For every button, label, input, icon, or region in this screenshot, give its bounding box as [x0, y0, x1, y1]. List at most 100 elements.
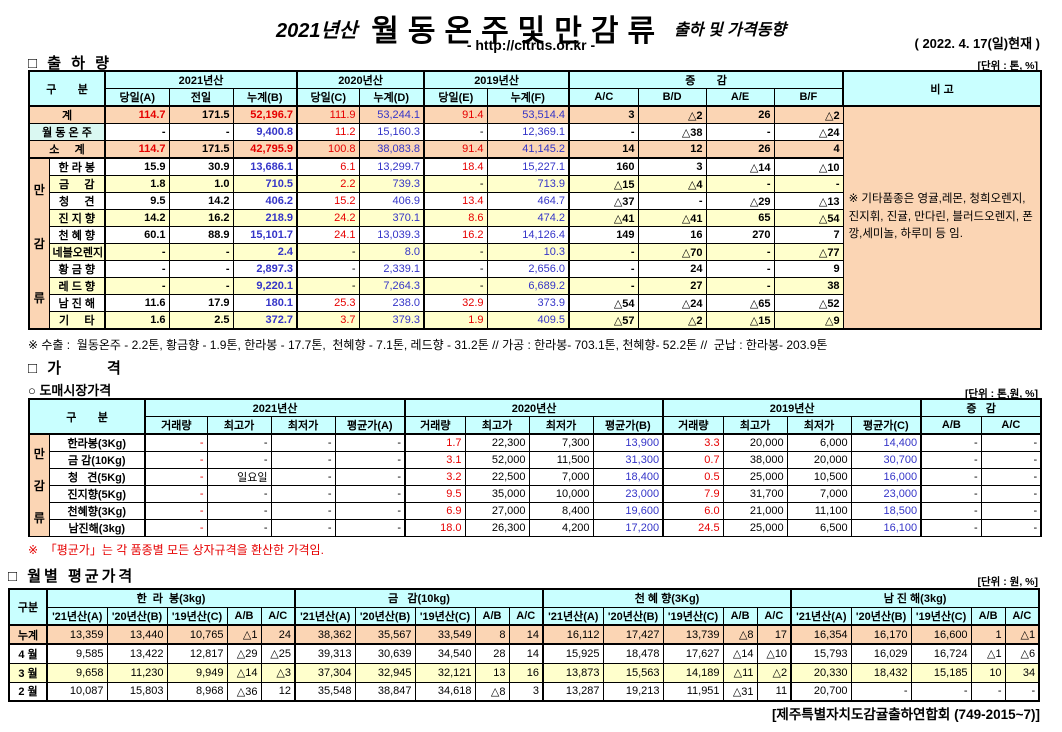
value-cell: △31 [722, 681, 758, 702]
value-cell: 474.2 [486, 209, 570, 227]
value-cell: - [705, 243, 775, 261]
value-cell: 24.1 [296, 226, 360, 244]
value-cell: - [334, 468, 406, 486]
value-cell: △9 [773, 311, 844, 330]
value-cell: - [206, 519, 272, 537]
col-header-2020: 2020년산 [404, 398, 664, 417]
value-cell: △54 [568, 294, 639, 312]
value-cell: - [980, 485, 1042, 503]
value-cell: 9,658 [46, 662, 108, 683]
value-cell: 9.5 [104, 192, 170, 210]
remark-note: ※ 기타품종은 영귤,레몬, 청희오렌지, 진지휘, 진귤, 만다린, 블러드오… [842, 105, 1042, 330]
value-cell: 91.4 [423, 105, 488, 124]
value-cell: 218.9 [232, 209, 298, 227]
value-cell: 15,793 [790, 643, 852, 664]
value-cell: 13,422 [106, 643, 168, 664]
row-label: 진지향(5Kg) [48, 485, 146, 503]
price-row: 만 감 류 한라봉(3Kg) - - - -1.7 22,300 7,300 13,900 3.3 20… [28, 433, 1042, 537]
value-cell: 18.0 [404, 519, 466, 537]
value-cell: 370.1 [358, 209, 425, 227]
value-cell: 18,478 [602, 643, 664, 664]
value-cell: 26 [705, 105, 775, 124]
row-label: 남진해(3kg) [48, 519, 146, 537]
value-cell: - [206, 502, 272, 520]
shipment-table-header: 구 분 2021년산 2020년산 2019년산 증 감 비 고 당일(A) 전… [28, 70, 1042, 107]
value-cell: - [423, 243, 488, 261]
value-cell: △2 [756, 662, 792, 683]
value-cell: △25 [260, 643, 296, 664]
value-cell: 16 [637, 226, 707, 244]
shipment-row: 네블오렌지 - -2.4-8.0-10.3- △70- △77 [29, 243, 1041, 261]
value-cell: △2 [773, 105, 844, 124]
col-header-ac: A/C [980, 416, 1042, 435]
value-cell: 16,600 [910, 624, 972, 645]
price-row: 진지향(5Kg) - - - -9.5 35,000 10,000 23,000 7.9 31,7… [29, 485, 1042, 503]
row-label: 4 월 [8, 643, 48, 664]
row-label: 한 라 봉 [48, 157, 106, 176]
row-label: 월 동 온 주 [28, 123, 106, 141]
value-cell: 38,083.8 [358, 140, 425, 159]
value-cell: 13,739 [662, 624, 724, 645]
value-cell: - [334, 485, 406, 503]
value-cell: △41 [637, 209, 707, 227]
value-cell: 15,803 [106, 681, 168, 702]
col-header-low: 최저가 [270, 416, 336, 435]
value-cell: - [144, 468, 208, 486]
value-cell: 3 [508, 681, 544, 702]
value-cell: - [296, 260, 360, 278]
value-cell: 12,369.1 [486, 123, 570, 141]
row-label: 청 견(5Kg) [48, 468, 146, 486]
col-header-volume: 거래량 [404, 416, 466, 435]
value-cell: 7 [773, 226, 844, 244]
value-cell: - [970, 681, 1006, 702]
value-cell: △10 [773, 157, 844, 176]
value-cell: 41,145.2 [486, 140, 570, 159]
monthly-row: 3 월 9,658 11,230 9,949 △14 △3 37,304 32,945 32,1… [8, 662, 1040, 683]
col-header-bd: B/D [637, 88, 707, 107]
value-cell: 38 [773, 277, 844, 295]
value-cell: 11,230 [106, 662, 168, 683]
value-cell: 22,500 [464, 468, 530, 486]
shipment-table: 구 분 2021년산 2020년산 2019년산 증 감 비 고 당일(A) 전… [28, 70, 1043, 330]
group-strip-char: 만 [33, 447, 45, 461]
value-cell: 15.2 [296, 192, 360, 210]
value-cell: 16,112 [542, 624, 604, 645]
value-cell: 7,264.3 [358, 277, 425, 295]
value-cell: 53,244.1 [358, 105, 425, 124]
value-cell: - [168, 277, 234, 295]
value-cell: - [423, 175, 488, 193]
value-cell: 11 [756, 681, 792, 702]
value-cell: - [168, 123, 234, 141]
monthly-row: 4 월 9,585 13,422 12,817 △29 △25 39,313 30,639 34… [8, 643, 1040, 664]
price-row: 남진해(3kg) - - - -18.0 26,300 4,200 17,200 24.5 25,… [29, 519, 1042, 537]
value-cell: 13,287 [542, 681, 604, 702]
col-header-ac: A/C [508, 606, 544, 626]
row-label: 천 혜 향 [48, 226, 106, 244]
value-cell: 1.0 [168, 175, 234, 193]
value-cell: 16,100 [850, 519, 922, 537]
value-cell: △14 [705, 157, 775, 176]
price-row: 천혜향(3Kg) - - - -6.9 27,000 8,400 19,600 6.0 21,00… [29, 502, 1042, 520]
value-cell: 20,000 [786, 451, 852, 469]
value-cell: 26,300 [464, 519, 530, 537]
section-title-shipment: □ 출 하 량 [28, 55, 112, 72]
value-cell: △1 [970, 643, 1006, 664]
group-header-cheonhyehyang: 천 혜 향(3Kg) [542, 588, 792, 608]
value-cell: △1 [1004, 624, 1040, 645]
value-cell: - [206, 451, 272, 469]
col-header-daily-a: 당일(A) [104, 88, 170, 107]
value-cell: △3 [260, 662, 296, 683]
value-cell: 16.2 [423, 226, 488, 244]
value-cell: 4 [773, 140, 844, 159]
value-cell: 27 [637, 277, 707, 295]
value-cell: 15,227.1 [486, 157, 570, 176]
value-cell: △13 [773, 192, 844, 210]
value-cell: 23,000 [592, 485, 664, 503]
shipment-row: 진 지 향 14.2 16.2 218.9 24.2 370.1 8.6 474.2 △41 △4… [29, 209, 1041, 227]
col-header-19: '19년산(C) [166, 606, 228, 626]
value-cell: 10,087 [46, 681, 108, 702]
value-cell: 6,689.2 [486, 277, 570, 295]
value-cell: 14.2 [168, 192, 234, 210]
col-header-20: '20년산(B) [354, 606, 416, 626]
